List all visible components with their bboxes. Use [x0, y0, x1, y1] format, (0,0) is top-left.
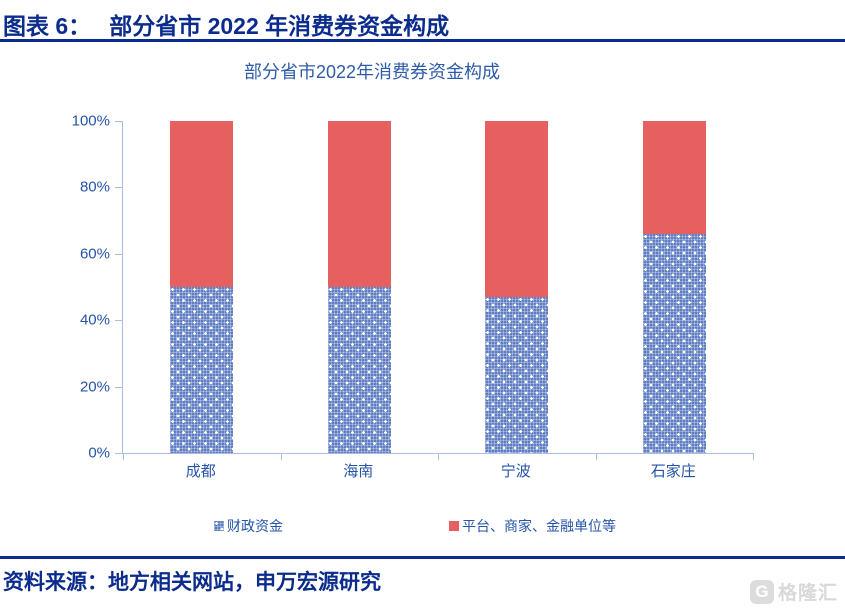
plot-area: 0% 20% 40% 60% 80% 100%	[72, 113, 754, 462]
chart-legend: 财政资金 平台、商家、金融单位等	[0, 516, 845, 538]
legend-label-fiscal-funds: 财政资金	[227, 518, 283, 534]
y-axis-tick	[115, 253, 123, 255]
y-axis-label: 40%	[79, 311, 110, 329]
y-axis-tick	[115, 320, 123, 322]
legend-item-platform-merchant: 平台、商家、金融单位等	[449, 516, 616, 536]
bar-segment-海南	[327, 121, 391, 287]
figure-title: 部分省市 2022 年消费券资金构成	[109, 13, 450, 39]
figure-header: 图表 6： 部分省市 2022 年消费券资金构成	[3, 7, 449, 41]
x-axis-tick	[438, 453, 439, 460]
bar-segment-宁波	[485, 121, 549, 297]
x-axis-tick	[753, 453, 754, 460]
bar-segment-成都	[170, 121, 234, 287]
figure-footer: 资料来源：地方相关网站，申万宏源研究 G 格隆汇	[3, 566, 842, 608]
gelonghui-logo-text: 格隆汇	[777, 583, 838, 604]
x-axis-tick	[280, 453, 282, 460]
x-axis-label: 石家庄	[650, 463, 696, 480]
x-axis-label: 成都	[185, 463, 216, 480]
bar-segment-成都	[170, 287, 234, 453]
y-axis-tick	[115, 386, 123, 388]
pattern-swatch-icon	[214, 521, 224, 531]
bar-segment-石家庄	[642, 233, 706, 453]
legend-label-platform-merchant: 平台、商家、金融单位等	[462, 518, 616, 534]
x-axis-tick	[123, 453, 124, 460]
bar-segment-石家庄	[642, 121, 706, 234]
x-axis-label: 宁波	[500, 463, 531, 480]
bar-segment-海南	[327, 287, 391, 453]
y-axis-label: 60%	[79, 245, 110, 263]
chart-title: 部分省市2022年消费券资金构成	[243, 62, 501, 82]
legend-item-fiscal-funds: 财政资金	[214, 516, 283, 536]
source-text: 资料来源：地方相关网站，申万宏源研究	[3, 571, 381, 594]
gelonghui-g-icon: G	[749, 579, 774, 604]
x-axis-label: 海南	[343, 463, 374, 480]
y-axis-tick	[115, 453, 123, 454]
bottom-divider	[0, 556, 845, 559]
y-axis-label: 100%	[71, 112, 110, 130]
y-axis-tick	[115, 121, 123, 122]
figure-number: 图表 6：	[3, 13, 92, 39]
top-divider	[0, 39, 845, 42]
red-swatch-icon	[449, 521, 459, 531]
y-axis-tick	[115, 187, 123, 189]
gelonghui-logo: G 格隆汇	[749, 578, 838, 605]
y-axis-label: 80%	[79, 178, 110, 196]
bar-segment-宁波	[485, 296, 549, 453]
y-axis-label: 20%	[79, 378, 110, 396]
y-axis-label: 0%	[88, 444, 110, 462]
x-axis-tick	[595, 453, 597, 460]
